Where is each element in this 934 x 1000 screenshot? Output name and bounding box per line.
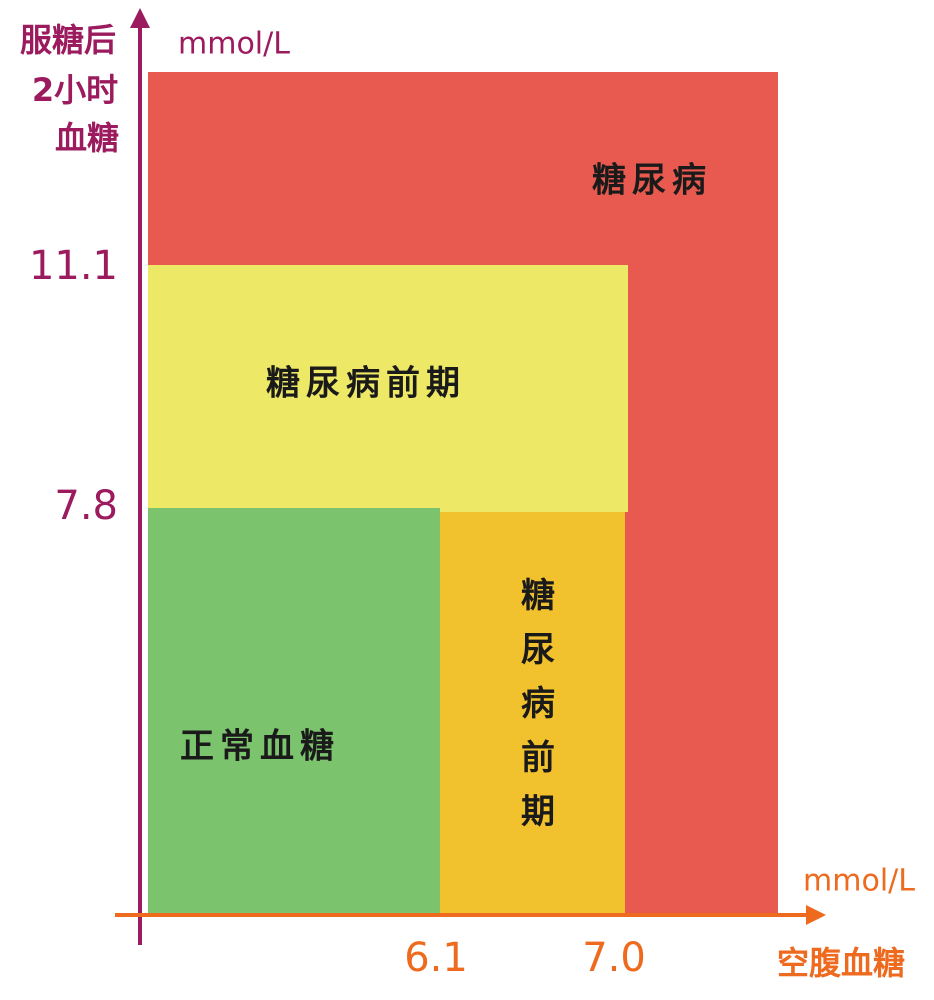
region-label: 正常血糖 xyxy=(180,727,340,767)
y-tick-label: 7.8 xyxy=(54,483,118,529)
x-tick-label: 7.0 xyxy=(582,935,646,981)
prediabetes-fasting-region xyxy=(440,512,625,915)
normal-region xyxy=(148,508,440,915)
region-label: 糖尿病 xyxy=(592,161,712,201)
y-axis-label: 血糖 xyxy=(55,119,119,157)
region-label: 糖尿病前期 xyxy=(515,577,555,847)
region-label: 糖尿病前期 xyxy=(266,364,466,404)
y-axis-label: 2小时 xyxy=(32,71,118,109)
x-tick-label: 6.1 xyxy=(404,935,468,981)
y-tick-label: 11.1 xyxy=(29,243,118,289)
x-axis-unit: mmol/L xyxy=(803,864,915,899)
y-axis-unit: mmol/L xyxy=(178,27,290,62)
y-axis-label: 服糖后 xyxy=(20,21,116,59)
y-axis-arrow xyxy=(130,8,150,28)
x-axis-label: 空腹血糖 xyxy=(777,944,905,982)
x-axis-arrow xyxy=(806,905,826,925)
prediabetes-postprandial-region xyxy=(148,265,628,512)
